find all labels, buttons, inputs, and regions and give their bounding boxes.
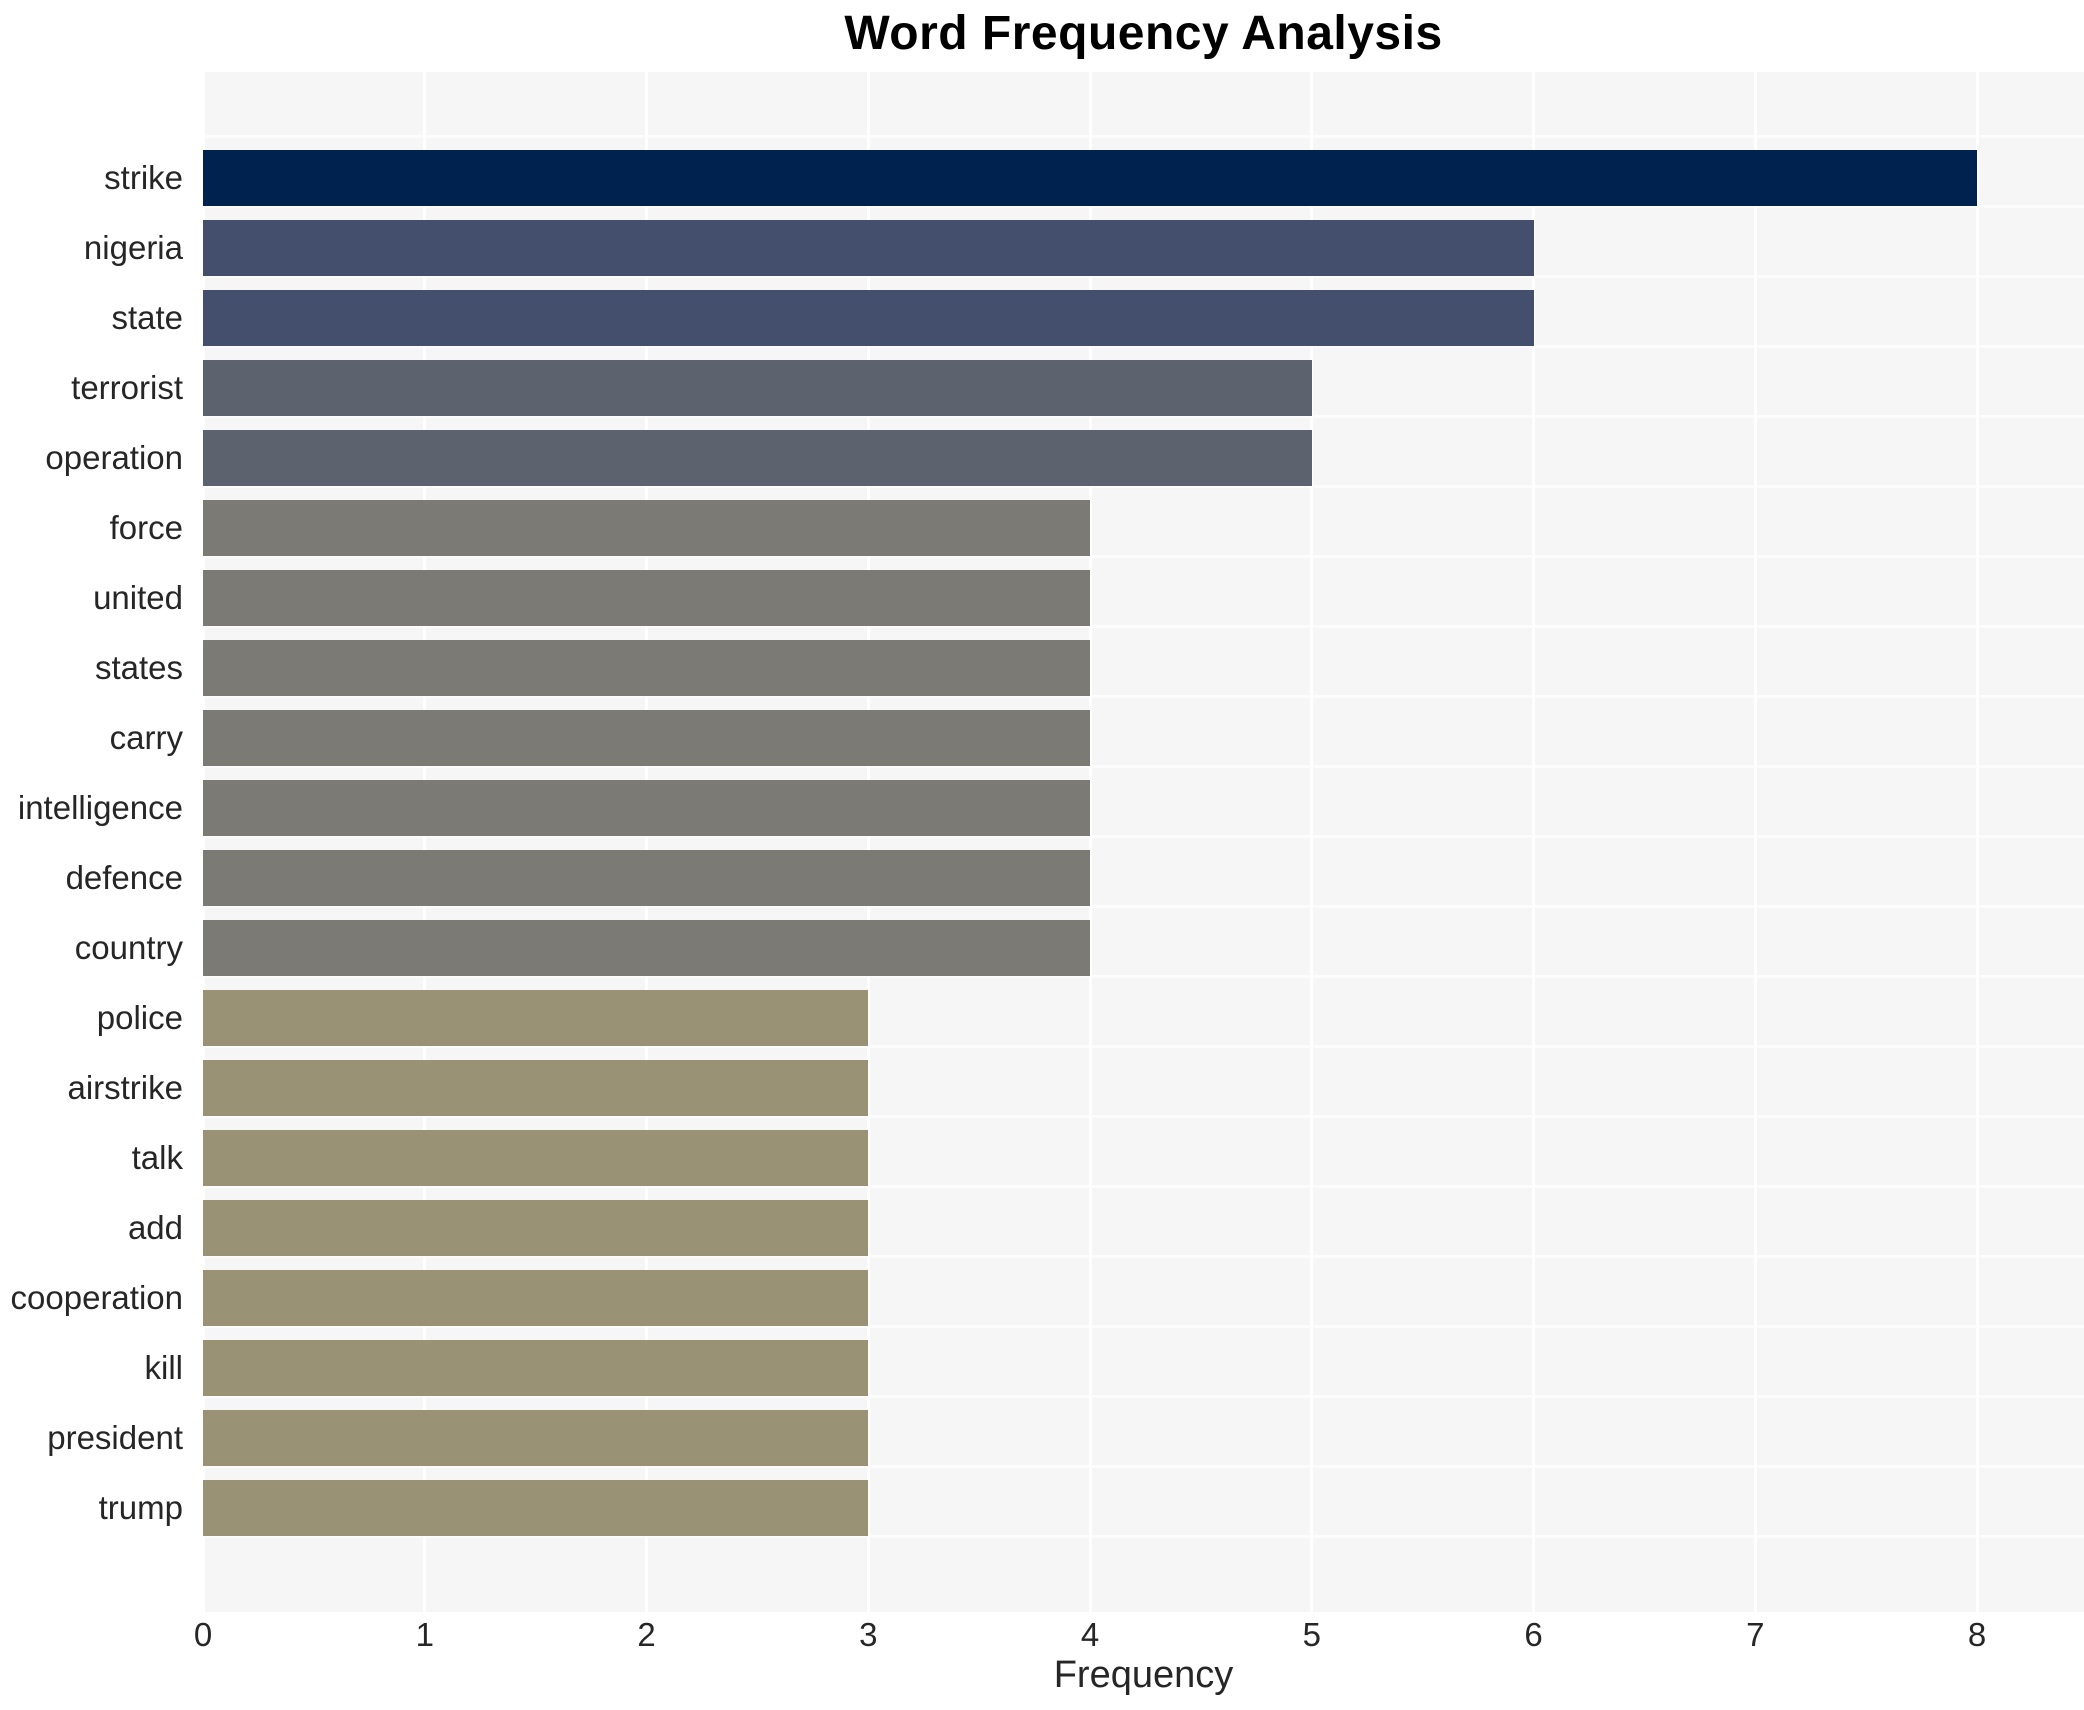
vertical-gridline [645, 72, 648, 1612]
x-tick-label: 1 [415, 1616, 434, 1653]
horizontal-gridline [203, 205, 2084, 208]
y-label-kill: kill [144, 1349, 184, 1386]
vertical-gridline [1753, 72, 1757, 1612]
bar-president [203, 1410, 869, 1466]
y-label-carry: carry [109, 719, 183, 756]
y-label-cooperation: cooperation [10, 1279, 183, 1316]
y-label-defence: defence [65, 859, 183, 896]
y-label-country: country [74, 929, 183, 966]
bar-strike [203, 150, 1977, 206]
x-tick-label: 2 [637, 1616, 656, 1653]
vertical-gridline [1088, 72, 1092, 1612]
vertical-gridline [866, 72, 870, 1612]
y-label-police: police [96, 999, 183, 1036]
bar-state [203, 290, 1534, 346]
bar-airstrike [203, 1060, 869, 1116]
x-tick-label: 6 [1524, 1616, 1543, 1653]
bar-cooperation [203, 1270, 869, 1326]
y-label-talk: talk [131, 1139, 183, 1176]
vertical-gridline [1975, 72, 1979, 1612]
bar-add [203, 1200, 869, 1256]
bar-country [203, 920, 1090, 976]
x-tick-label: 7 [1746, 1616, 1765, 1653]
horizontal-gridline [203, 1255, 2084, 1258]
bar-talk [203, 1130, 869, 1186]
horizontal-gridline [203, 1045, 2084, 1048]
y-label-state: state [111, 299, 183, 336]
horizontal-gridline [203, 1535, 2084, 1538]
horizontal-gridline [203, 135, 2084, 138]
y-axis-labels: strike nigeria state terrorist operation forc… [0, 72, 193, 1612]
vertical-gridline [201, 72, 205, 1612]
y-label-nigeria: nigeria [83, 229, 183, 266]
horizontal-gridline [203, 485, 2084, 488]
bar-operation [203, 430, 1312, 486]
x-axis-title: Frequency [1053, 1654, 1234, 1696]
bar-terrorist [203, 360, 1312, 416]
horizontal-gridline [203, 1185, 2084, 1188]
x-tick-label: 0 [193, 1616, 213, 1653]
y-label-terrorist: terrorist [71, 369, 183, 406]
y-label-states: states [94, 649, 183, 686]
bar-united [203, 570, 1090, 626]
y-label-trump: trump [98, 1489, 183, 1526]
y-label-united: united [93, 579, 183, 616]
y-label-add: add [127, 1209, 183, 1246]
horizontal-gridline [203, 555, 2084, 558]
bar-states [203, 640, 1090, 696]
bar-force [203, 500, 1090, 556]
horizontal-gridline [203, 1395, 2084, 1398]
y-label-operation: operation [45, 439, 183, 476]
y-label-intelligence: intelligence [17, 789, 183, 826]
x-tick-label: 5 [1302, 1616, 1321, 1653]
bar-police [203, 990, 869, 1046]
horizontal-gridline [203, 765, 2084, 768]
bar-kill [203, 1340, 869, 1396]
y-label-force: force [109, 509, 183, 546]
bar-intelligence [203, 780, 1090, 836]
horizontal-gridline [203, 345, 2084, 348]
bar-carry [203, 710, 1090, 766]
y-label-president: president [47, 1419, 183, 1456]
bar-defence [203, 850, 1090, 906]
bar-nigeria [203, 220, 1534, 276]
x-tick-label: 8 [1967, 1616, 1987, 1653]
chart-title: Word Frequency Analysis [844, 7, 1443, 60]
horizontal-gridline [203, 1465, 2084, 1468]
horizontal-gridline [203, 625, 2084, 628]
y-label-airstrike: airstrike [67, 1069, 183, 1106]
vertical-gridline [423, 72, 427, 1612]
x-tick-label: 3 [859, 1616, 878, 1653]
bar-trump [203, 1480, 869, 1536]
horizontal-gridline [203, 835, 2084, 838]
vertical-gridline [1532, 72, 1535, 1612]
horizontal-gridline [203, 1325, 2084, 1328]
horizontal-gridline [203, 275, 2084, 278]
horizontal-gridline [203, 1115, 2084, 1118]
vertical-gridline [1310, 72, 1314, 1612]
horizontal-gridline [203, 905, 2084, 908]
y-label-strike: strike [104, 159, 183, 196]
plot-area [201, 72, 2084, 1612]
horizontal-gridline [203, 695, 2084, 698]
horizontal-gridline [203, 415, 2084, 418]
horizontal-gridline [203, 975, 2084, 978]
x-tick-label: 4 [1080, 1616, 1100, 1653]
